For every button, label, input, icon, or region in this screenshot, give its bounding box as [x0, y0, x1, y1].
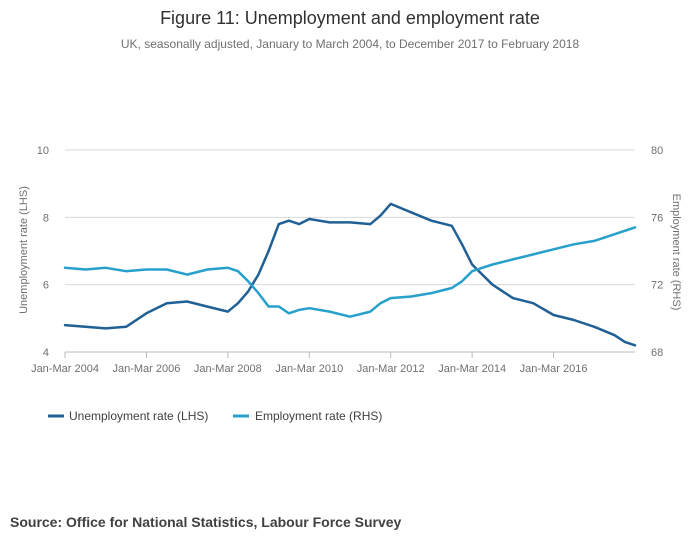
- y-right-tick-label: 80: [651, 145, 663, 157]
- x-tick-label: Jan-Mar 2004: [31, 363, 99, 375]
- legend: Unemployment rate (LHS) Employment rate …: [48, 409, 382, 423]
- y-axis-right-ticks: 68 72 76 80: [651, 145, 663, 359]
- chart-title: Figure 11: Unemployment and employment r…: [160, 8, 540, 28]
- series-layer: [63, 202, 637, 347]
- y-axis-right-label: Employment rate (RHS): [670, 194, 682, 311]
- chart-subtitle: UK, seasonally adjusted, January to Marc…: [120, 37, 580, 51]
- x-axis-ticks: Jan-Mar 2004 Jan-Mar 2006 Jan-Mar 2008 Jan-…: [31, 351, 635, 375]
- series-line-employment: [63, 226, 637, 318]
- y-right-tick-label: 68: [651, 347, 663, 359]
- x-tick-label: Jan-Mar 2012: [357, 363, 425, 375]
- y-left-tick-label: 8: [43, 212, 49, 224]
- y-axis-left-label: Unemployment rate (LHS): [18, 186, 30, 314]
- y-left-tick-label: 10: [37, 145, 49, 157]
- y-right-tick-label: 76: [651, 212, 663, 224]
- x-tick-label: Jan-Mar 2014: [438, 363, 506, 375]
- x-tick-label: Jan-Mar 2016: [520, 363, 588, 375]
- y-left-tick-label: 6: [43, 280, 49, 292]
- x-tick-label: Jan-Mar 2010: [275, 363, 343, 375]
- series-line-unemployment: [63, 202, 637, 347]
- x-tick-label: Jan-Mar 2008: [194, 363, 262, 375]
- y-left-tick-label: 4: [43, 347, 49, 359]
- legend-label-unemployment: Unemployment rate (LHS): [69, 409, 208, 423]
- x-tick-label: Jan-Mar 2006: [112, 363, 180, 375]
- y-axis-left-ticks: 4 6 8 10: [37, 145, 49, 359]
- source-note: Source: Office for National Statistics, …: [10, 514, 402, 530]
- y-right-tick-label: 72: [651, 280, 663, 292]
- legend-label-employment: Employment rate (RHS): [255, 409, 382, 423]
